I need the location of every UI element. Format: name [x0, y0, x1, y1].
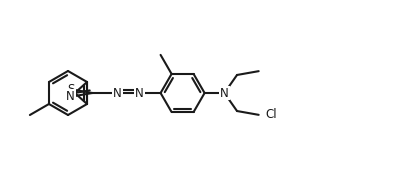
Text: N: N — [66, 90, 75, 103]
Text: N: N — [220, 86, 229, 100]
Text: Cl: Cl — [266, 108, 277, 121]
Text: S: S — [67, 83, 74, 96]
Text: N: N — [135, 86, 144, 100]
Text: N: N — [113, 86, 122, 100]
